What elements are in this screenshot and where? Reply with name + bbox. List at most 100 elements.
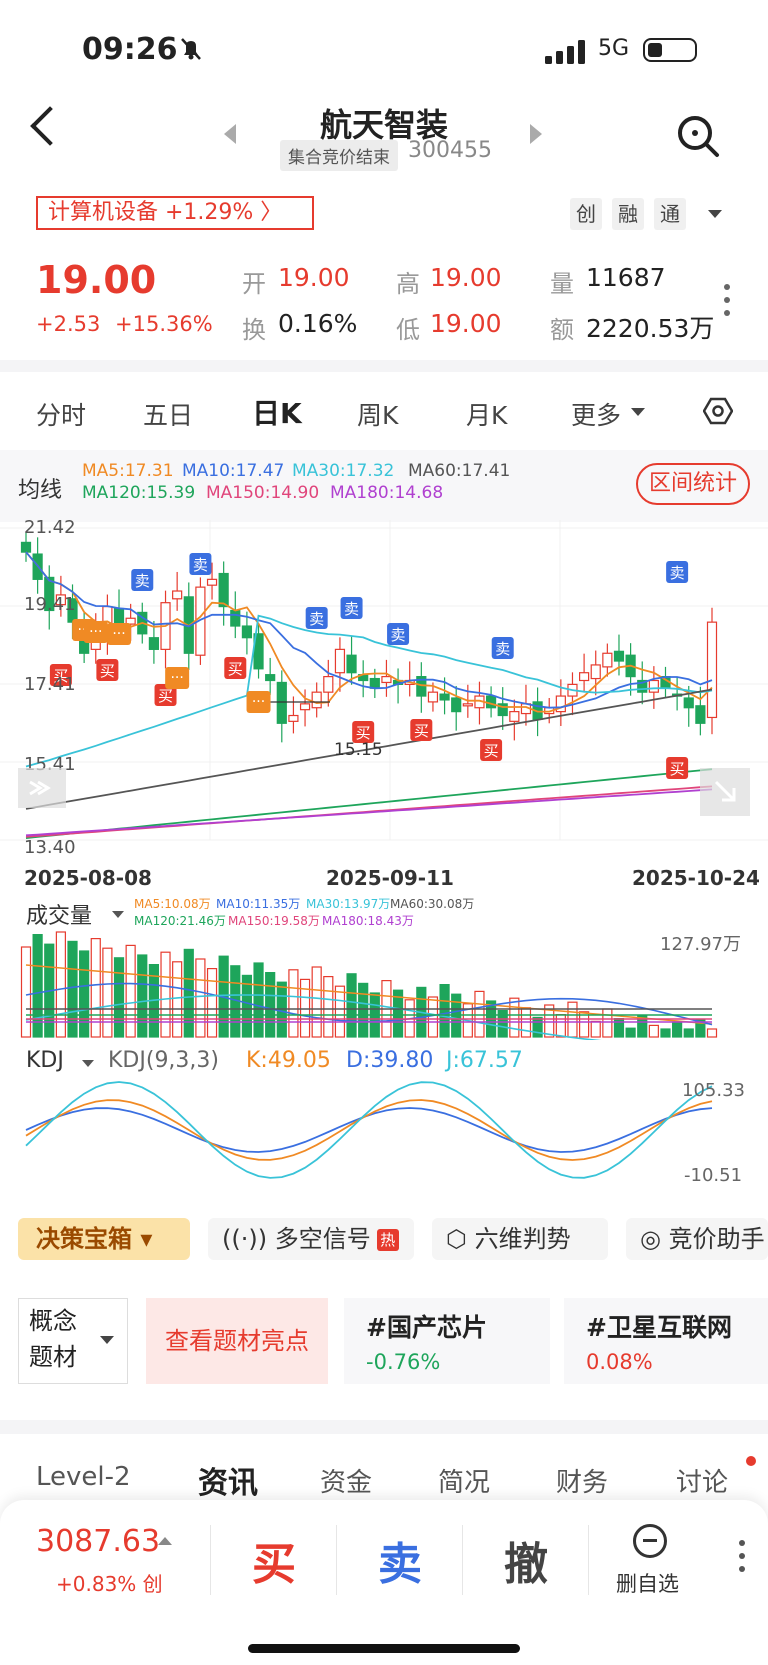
sell-marker: 卖 (340, 597, 363, 619)
volume-bar (706, 1028, 718, 1038)
volume-bar (90, 937, 101, 1038)
remove-watchlist-icon[interactable] (633, 1524, 667, 1558)
candle (323, 659, 334, 707)
sell-button[interactable]: 卖 (378, 1539, 422, 1590)
search-icon[interactable] (675, 113, 721, 159)
auction-assistant-label: 竞价助手 (668, 1225, 765, 1253)
concept-card-name: #国产芯片 (366, 1313, 487, 1342)
buy-button[interactable]: 买 (252, 1539, 296, 1590)
volume-bar (358, 982, 369, 1038)
concept-card-name: #卫星互联网 (586, 1313, 732, 1342)
auction-icon: ◎ (640, 1225, 661, 1253)
candle (299, 689, 311, 727)
separator (336, 1525, 337, 1595)
cancel-order-button[interactable]: 撤 (504, 1539, 548, 1590)
tags-dropdown-icon[interactable] (708, 210, 722, 218)
separator (462, 1525, 463, 1595)
high-label: 高 (396, 270, 420, 298)
tab-level2[interactable]: Level-2 (36, 1462, 131, 1492)
tab-five-day[interactable]: 五日 (143, 401, 194, 430)
tab-discuss[interactable]: 讨论 (676, 1468, 729, 1498)
sell-marker: 卖 (189, 553, 212, 575)
volume-bar (509, 997, 520, 1038)
candle (602, 643, 613, 677)
amount-label: 额 (550, 316, 574, 344)
candle (241, 611, 253, 655)
concept-card-satellite[interactable]: #卫星互联网 0.08% (564, 1298, 768, 1384)
kdj-params: KDJ(9,3,3) (108, 1048, 219, 1073)
tab-more[interactable]: 更多 (571, 401, 622, 430)
svg-text:···: ··· (170, 670, 183, 686)
kdj-dropdown-icon[interactable] (82, 1060, 94, 1067)
vol-ma180: MA180:18.43万 (322, 914, 414, 928)
more-actions-icon[interactable] (739, 1540, 745, 1579)
volume-bar (32, 933, 43, 1038)
y-label-top: 21.42 (24, 520, 76, 538)
tab-funds[interactable]: 资金 (320, 1468, 373, 1498)
low-value: 19.00 (430, 309, 502, 338)
event-marker: ··· (246, 691, 271, 713)
volume-chart[interactable] (0, 925, 768, 1040)
home-indicator (248, 1644, 520, 1653)
tab-weekly-k[interactable]: 周K (357, 401, 399, 430)
kdj-chart[interactable] (0, 1075, 768, 1190)
tab-daily-k[interactable]: 日K (252, 397, 302, 430)
date-mid: 2025-09-11 (326, 866, 454, 890)
volume-dropdown-icon[interactable] (112, 911, 124, 918)
index-value[interactable]: 3087.63 (36, 1524, 161, 1559)
volume-chart-label[interactable]: 成交量 (26, 904, 93, 929)
svg-text:买: 买 (414, 722, 429, 740)
decision-box-label: 决策宝箱 (36, 1225, 132, 1253)
six-dimension-button[interactable]: ⬡ 六维判势 (432, 1218, 608, 1260)
buy-marker: 买 (49, 664, 72, 686)
left-expand-icon (18, 768, 66, 808)
candle (381, 659, 392, 697)
index-up-arrow-icon (158, 1537, 172, 1545)
view-highlights-button[interactable]: 查看题材亮点 (146, 1298, 328, 1384)
ma60-value: MA60:17.41 (408, 461, 511, 481)
chart-settings-icon[interactable] (703, 396, 733, 426)
volume-bar (160, 951, 171, 1038)
tab-intraday[interactable]: 分时 (36, 401, 87, 430)
tab-monthly-k[interactable]: 月K (466, 401, 508, 430)
buy-marker: 买 (352, 721, 375, 743)
candle (451, 685, 462, 731)
industry-badge[interactable]: 计算机设备 +1.29% 〉 (36, 196, 314, 230)
remove-watchlist-label[interactable]: 删自选 (616, 1572, 679, 1596)
tab-profile[interactable]: 简况 (438, 1468, 491, 1498)
svg-text:卖: 卖 (391, 626, 406, 644)
prev-stock-arrow-icon[interactable] (224, 124, 236, 144)
svg-text:买: 买 (158, 687, 173, 705)
range-stats-button[interactable]: 区间统计 (636, 463, 750, 505)
volume-bar (590, 1020, 601, 1038)
concept-card-chip[interactable]: #国产芯片 -0.76% (344, 1298, 550, 1384)
sell-marker: 卖 (491, 637, 514, 659)
date-start: 2025-08-08 (24, 866, 152, 890)
more-options-icon[interactable] (724, 284, 730, 323)
volume-bar (241, 974, 253, 1038)
buy-marker: 买 (154, 684, 177, 706)
tab-finance[interactable]: 财务 (556, 1468, 609, 1498)
turnover-value: 0.16% (278, 309, 358, 338)
candle (625, 643, 636, 696)
more-dropdown-icon[interactable] (631, 408, 645, 416)
concept-dropdown[interactable]: 概念题材 (18, 1298, 128, 1384)
svg-text:卖: 卖 (344, 600, 359, 618)
auction-assistant-button[interactable]: ◎ 竞价助手 (626, 1218, 768, 1260)
volume-bar (427, 996, 439, 1038)
volume-bar (183, 948, 194, 1038)
ma150-value: MA150:14.90 (206, 483, 320, 503)
date-end: 2025-10-24 (632, 866, 760, 890)
sell-marker: 卖 (131, 569, 154, 591)
decision-box-button[interactable]: 决策宝箱 ▾ (18, 1218, 190, 1260)
volume-bar (683, 1028, 694, 1038)
next-stock-arrow-icon[interactable] (530, 124, 542, 144)
bull-bear-signal-button[interactable]: ((·)) 多空信号热 (208, 1218, 414, 1260)
open-label: 开 (242, 270, 266, 298)
concept-dropdown-icon[interactable] (100, 1336, 114, 1344)
decision-dropdown-icon: ▾ (140, 1225, 153, 1253)
kdj-label[interactable]: KDJ (26, 1048, 64, 1073)
tab-news[interactable]: 资讯 (198, 1466, 258, 1501)
stock-code: 300455 (408, 138, 492, 163)
